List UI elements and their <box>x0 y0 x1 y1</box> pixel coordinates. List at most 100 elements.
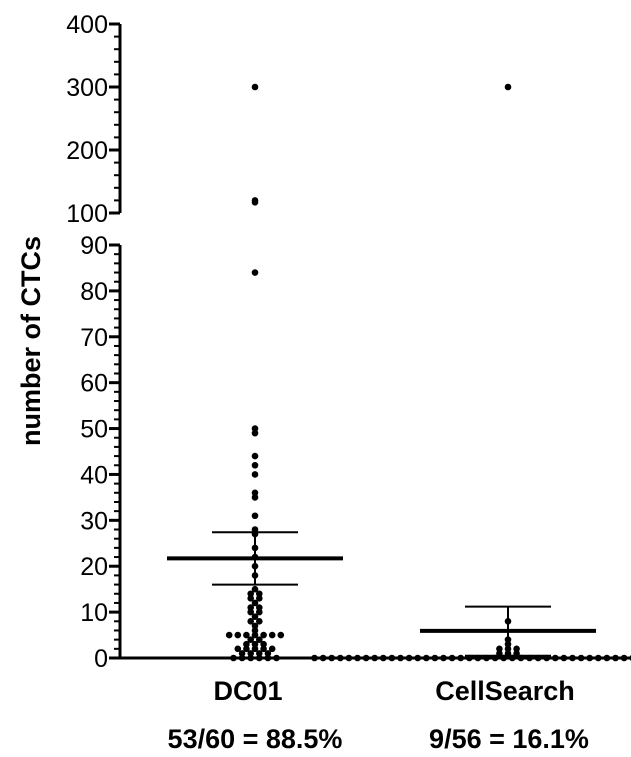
data-point <box>255 590 263 598</box>
y-tick-label: 90 <box>80 232 108 260</box>
data-point <box>380 654 387 662</box>
data-point <box>268 631 276 639</box>
data-point <box>247 654 254 662</box>
data-point <box>251 640 259 648</box>
y-tick-label: 30 <box>80 507 108 535</box>
data-point <box>414 654 422 662</box>
y-tick-label: 60 <box>80 370 108 398</box>
data-point <box>405 654 413 662</box>
y-ticks-upper: 100 200 300 400 <box>66 11 120 228</box>
data-point <box>513 645 520 653</box>
data-point <box>577 654 585 662</box>
data-point <box>612 654 619 662</box>
y-tick-label: 70 <box>80 324 108 352</box>
data-point <box>251 471 259 478</box>
data-point <box>251 512 259 520</box>
data-point <box>371 654 379 662</box>
data-point <box>319 654 327 662</box>
data-point <box>328 654 336 662</box>
data-point <box>260 631 267 639</box>
data-point <box>251 429 259 437</box>
y-tick-label: 40 <box>80 461 108 489</box>
data-point <box>251 526 259 533</box>
y-tick-label: 300 <box>66 74 108 102</box>
data-point <box>457 654 465 662</box>
data-point <box>273 654 280 662</box>
data-point <box>251 83 259 91</box>
y-tick-label: 400 <box>66 11 108 39</box>
data-point <box>586 654 593 662</box>
data-point <box>264 650 272 657</box>
data-point <box>354 654 361 662</box>
data-point <box>230 654 237 662</box>
y-tick-label: 50 <box>80 416 108 444</box>
data-point <box>234 645 242 653</box>
y-tick-label: 80 <box>80 278 108 306</box>
data-point <box>496 645 503 653</box>
data-point <box>255 608 263 616</box>
data-point <box>251 425 259 432</box>
data-point <box>448 654 456 662</box>
data-point <box>362 654 370 662</box>
y-tick-label: 0 <box>94 645 108 673</box>
data-point <box>255 654 263 662</box>
data-point <box>595 654 602 662</box>
data-point <box>247 650 254 657</box>
data-point <box>247 617 254 625</box>
data-point <box>440 654 447 662</box>
y-tick-label: 100 <box>66 200 108 228</box>
data-point <box>251 494 259 501</box>
data-point <box>260 645 267 653</box>
y-tick-label: 20 <box>80 553 108 581</box>
percent-label-dc01: 53/60 = 88.5% <box>168 724 343 754</box>
data-point <box>251 627 259 634</box>
category-label-cellsearch: CellSearch <box>435 676 575 706</box>
data-point <box>560 654 568 662</box>
y-minor-ticks-upper <box>114 23 120 214</box>
data-point <box>238 654 246 662</box>
data-point <box>243 631 250 639</box>
data-point <box>234 631 242 639</box>
data-point <box>264 654 272 662</box>
data-point <box>603 654 611 662</box>
y-ticks-lower: 0 10 20 30 40 50 60 70 80 90 <box>80 232 120 673</box>
data-point <box>251 198 259 206</box>
data-point <box>504 83 512 91</box>
data-point <box>311 654 318 662</box>
data-point <box>255 604 263 611</box>
data-point <box>251 613 259 620</box>
data-point <box>247 590 254 598</box>
data-point <box>620 654 628 662</box>
percent-label-cellsearch: 9/56 = 16.1% <box>429 724 589 754</box>
data-point <box>247 595 254 602</box>
data-point <box>238 650 246 657</box>
data-point <box>251 269 259 276</box>
error-bars <box>167 531 596 657</box>
data-point <box>255 636 263 643</box>
data-point <box>255 617 263 625</box>
data-point <box>225 631 233 639</box>
data-point <box>251 585 259 593</box>
data-point <box>251 461 259 469</box>
y-tick-label: 200 <box>66 137 108 165</box>
data-point <box>243 645 250 653</box>
data-point <box>251 452 259 460</box>
data-point <box>388 654 396 662</box>
category-label-dc01: DC01 <box>213 676 282 706</box>
data-point <box>345 654 353 662</box>
data-point <box>247 608 254 616</box>
y-axis-label: number of CTCs <box>16 236 46 446</box>
data-point <box>255 595 263 602</box>
data-point <box>569 654 576 662</box>
data-point <box>423 654 430 662</box>
data-points <box>225 83 631 662</box>
data-point <box>251 489 259 497</box>
data-point <box>251 631 259 639</box>
data-point <box>268 645 276 653</box>
data-point <box>247 604 254 611</box>
data-point <box>431 654 439 662</box>
data-point <box>277 631 285 639</box>
y-axis: 0 10 20 30 40 50 60 70 80 90 100 200 300 400 <box>66 11 122 673</box>
data-point <box>243 640 250 648</box>
